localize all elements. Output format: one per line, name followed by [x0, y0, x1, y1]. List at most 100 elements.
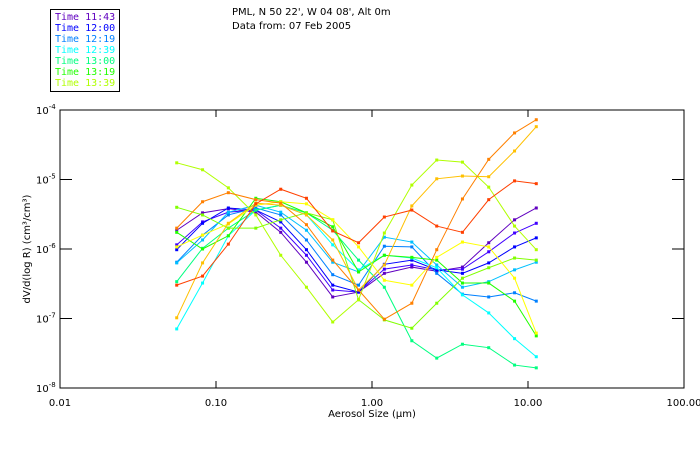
data-point — [410, 258, 414, 262]
data-point — [487, 241, 491, 245]
data-point — [331, 273, 335, 277]
data-point — [460, 267, 464, 271]
data-point — [513, 179, 517, 183]
data-point — [487, 295, 491, 299]
data-point — [304, 238, 308, 242]
data-point — [487, 250, 491, 254]
data-point — [534, 299, 538, 303]
data-point — [331, 283, 335, 287]
legend-entry: Time 12:39 — [55, 45, 116, 56]
legend-entry: Time 13:19 — [55, 67, 116, 78]
data-point — [382, 263, 386, 267]
data-point — [410, 263, 414, 267]
data-point — [513, 245, 517, 249]
x-tick-label: 1.00 — [361, 398, 383, 409]
data-point — [279, 201, 283, 205]
data-point — [201, 274, 205, 278]
data-point — [460, 160, 464, 164]
data-point — [175, 248, 179, 252]
series-12 — [175, 118, 538, 321]
data-point — [304, 248, 308, 252]
data-point — [254, 226, 258, 230]
data-point — [175, 161, 179, 165]
data-point — [226, 210, 230, 214]
data-point — [513, 337, 517, 341]
data-point — [382, 235, 386, 239]
chart-title: PML, N 50 22', W 04 08', Alt 0m Data fro… — [232, 6, 391, 34]
data-point — [410, 301, 414, 305]
data-point — [513, 363, 517, 367]
series-11 — [175, 125, 538, 320]
data-point — [254, 206, 258, 210]
data-point — [487, 261, 491, 265]
data-point — [534, 260, 538, 264]
data-point — [304, 253, 308, 257]
x-tick-label: 0.10 — [205, 398, 227, 409]
chart-legend: Time 11:43 Time 12:00 Time 12:19 Time 12:39… — [50, 9, 120, 92]
data-point — [279, 203, 283, 207]
y-tick-label: 10-8 — [36, 381, 56, 395]
data-point — [382, 285, 386, 289]
x-axis-label: Aerosol Size (μm) — [328, 409, 416, 420]
data-point — [201, 211, 205, 215]
data-point — [279, 226, 283, 230]
data-point — [201, 221, 205, 225]
y-axis-label: dV/d(log R) (cm³/cm³) — [22, 194, 33, 303]
data-point — [513, 224, 517, 228]
data-point — [226, 191, 230, 195]
x-tick-label: 10.00 — [514, 398, 543, 409]
data-point — [410, 255, 414, 259]
y-tick-label: 10-7 — [36, 312, 56, 326]
series-line — [176, 119, 537, 320]
data-point — [331, 320, 335, 324]
data-point — [435, 177, 439, 181]
data-point — [226, 242, 230, 246]
data-point — [410, 204, 414, 208]
data-point — [534, 221, 538, 225]
data-point — [357, 268, 361, 272]
legend-entry: Time 12:19 — [55, 34, 116, 45]
series-13 — [175, 179, 538, 287]
data-point — [254, 202, 258, 206]
data-point — [487, 198, 491, 202]
data-point — [534, 125, 538, 129]
date-subtitle: Data from: 07 Feb 2005 — [232, 21, 352, 32]
data-point — [382, 278, 386, 282]
data-point — [254, 210, 258, 214]
data-point — [410, 183, 414, 187]
data-point — [201, 261, 205, 265]
data-point — [201, 281, 205, 285]
data-point — [487, 311, 491, 315]
data-point — [382, 215, 386, 219]
data-point — [534, 206, 538, 210]
data-point — [201, 168, 205, 172]
data-point — [254, 198, 258, 202]
data-point — [201, 233, 205, 237]
data-point — [460, 174, 464, 178]
data-point — [513, 291, 517, 295]
data-point — [357, 288, 361, 292]
data-point — [226, 226, 230, 230]
data-point — [410, 283, 414, 287]
data-point — [226, 221, 230, 225]
data-point — [279, 220, 283, 224]
data-point — [513, 276, 517, 280]
data-point — [175, 327, 179, 331]
data-point — [304, 211, 308, 215]
data-point — [460, 240, 464, 244]
data-point — [534, 258, 538, 262]
data-point — [534, 334, 538, 338]
data-point — [460, 276, 464, 280]
data-point — [331, 295, 335, 299]
data-point — [357, 245, 361, 249]
data-point — [460, 197, 464, 201]
data-point — [435, 255, 439, 259]
legend-entry: Time 13:39 — [55, 78, 116, 89]
data-point — [201, 213, 205, 217]
x-tick-label: 0.01 — [49, 398, 71, 409]
data-point — [226, 186, 230, 190]
data-point — [382, 253, 386, 257]
data-point — [304, 223, 308, 227]
data-point — [382, 317, 386, 321]
